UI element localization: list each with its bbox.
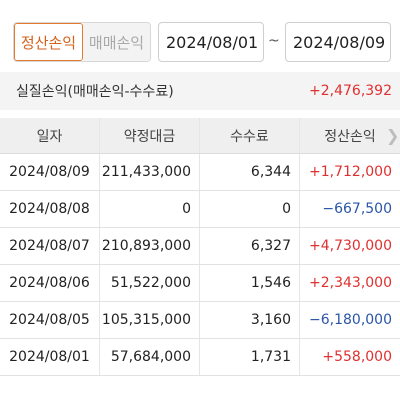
row-pnl: +4,730,000 (309, 238, 392, 254)
row-pnl: +1,712,000 (309, 164, 392, 180)
table-row[interactable]: 2024/08/01 57,684,000 1,731 +558,000 (0, 339, 400, 376)
column-header-fee: 수수료 (200, 118, 300, 153)
row-date: 2024/08/08 (0, 191, 100, 227)
column-header-pnl: 정산손익 ❯ (300, 118, 400, 153)
table-row[interactable]: 2024/08/06 51,522,000 1,546 +2,343,000 (0, 265, 400, 302)
row-amount: 57,684,000 (100, 339, 200, 375)
date-from-field[interactable]: 2024/08/01 (158, 22, 264, 62)
row-date: 2024/08/05 (0, 302, 100, 338)
chevron-right-icon[interactable]: ❯ (386, 126, 400, 145)
net-pnl-value: +2,476,392 (309, 83, 392, 99)
row-date: 2024/08/07 (0, 228, 100, 264)
row-date: 2024/08/01 (0, 339, 100, 375)
date-separator: ~ (268, 33, 280, 49)
filter-bar: 정산손익 매매손익 2024/08/01 ~ 2024/08/09 (0, 0, 400, 68)
column-header-date: 일자 (0, 118, 100, 153)
pnl-table: 일자 약정대금 수수료 정산손익 ❯ 2024/08/09 211,433,00… (0, 118, 400, 376)
row-pnl: −6,180,000 (309, 312, 392, 328)
row-fee: 3,160 (200, 302, 300, 338)
row-fee: 6,327 (200, 228, 300, 264)
net-pnl-summary: 실질손익(매매손익-수수료) +2,476,392 (0, 72, 400, 110)
row-amount: 210,893,000 (100, 228, 200, 264)
row-date: 2024/08/06 (0, 265, 100, 301)
row-pnl: +2,343,000 (309, 275, 392, 291)
column-header-pnl-label: 정산손익 (324, 128, 376, 145)
pnl-type-toggle: 정산손익 매매손익 (13, 22, 151, 62)
row-pnl: +558,000 (322, 349, 392, 365)
row-fee: 6,344 (200, 154, 300, 190)
row-pnl: −667,500 (322, 201, 392, 217)
row-fee: 1,731 (200, 339, 300, 375)
table-row[interactable]: 2024/08/08 0 0 −667,500 (0, 191, 400, 228)
table-row[interactable]: 2024/08/09 211,433,000 6,344 +1,712,000 (0, 154, 400, 191)
tab-trading-pnl[interactable]: 매매손익 (83, 23, 150, 61)
row-fee: 1,546 (200, 265, 300, 301)
table-header: 일자 약정대금 수수료 정산손익 ❯ (0, 118, 400, 154)
row-date: 2024/08/09 (0, 154, 100, 190)
tab-settlement-pnl[interactable]: 정산손익 (14, 23, 83, 61)
table-row[interactable]: 2024/08/05 105,315,000 3,160 −6,180,000 (0, 302, 400, 339)
row-amount: 51,522,000 (100, 265, 200, 301)
row-amount: 211,433,000 (100, 154, 200, 190)
row-amount: 0 (100, 191, 200, 227)
row-fee: 0 (200, 191, 300, 227)
net-pnl-label: 실질손익(매매손익-수수료) (16, 84, 174, 100)
column-header-amount: 약정대금 (100, 118, 200, 153)
date-to-field[interactable]: 2024/08/09 (285, 22, 391, 62)
table-row[interactable]: 2024/08/07 210,893,000 6,327 +4,730,000 (0, 228, 400, 265)
row-amount: 105,315,000 (100, 302, 200, 338)
